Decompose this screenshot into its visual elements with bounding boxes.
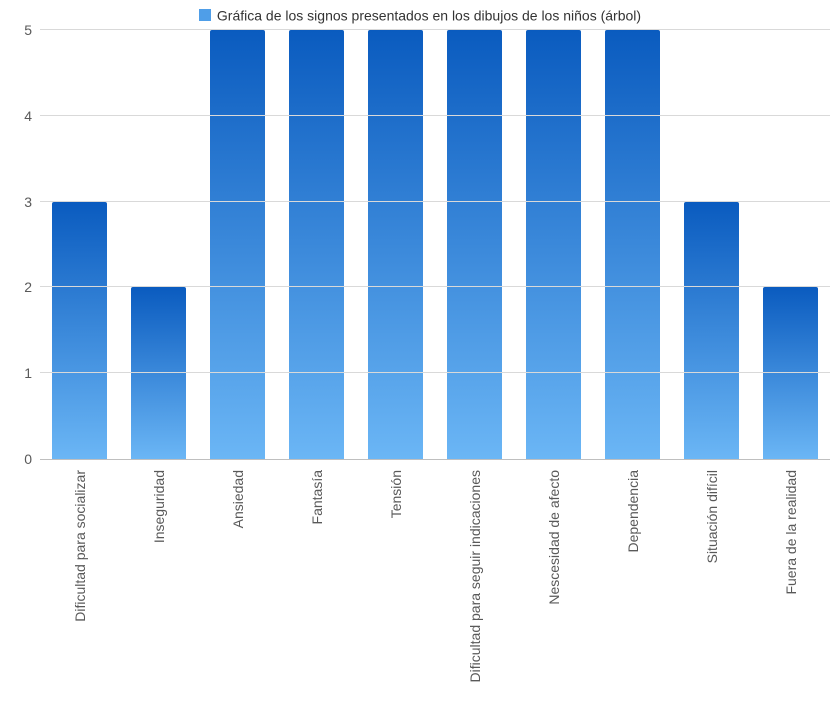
y-tick-label: 0 [24, 451, 40, 467]
bar-slot [198, 30, 277, 459]
bar [131, 287, 186, 459]
x-label-slot: Inseguridad [119, 460, 198, 710]
bar-slot [435, 30, 514, 459]
x-tick-label: Fuera de la realidad [783, 470, 799, 595]
bar-slot [119, 30, 198, 459]
bar [368, 30, 423, 459]
x-label-slot: Nescesidad de afecto [514, 460, 593, 710]
bar [684, 202, 739, 459]
x-label-slot: Dificultad para socializar [40, 460, 119, 710]
x-tick-label: Dependencia [625, 470, 641, 553]
bar-slot [593, 30, 672, 459]
x-tick-label: Nescesidad de afecto [546, 470, 562, 605]
x-tick-label: Dificultad para seguir indicaciones [467, 470, 483, 682]
bar [605, 30, 660, 459]
y-tick-label: 3 [24, 194, 40, 210]
bar [447, 30, 502, 459]
bar [289, 30, 344, 459]
bar [763, 287, 818, 459]
y-tick-label: 4 [24, 108, 40, 124]
gridline [40, 286, 830, 287]
x-tick-label: Tensión [388, 470, 404, 518]
legend-swatch [199, 9, 211, 21]
chart-container: Gráfica de los signos presentados en los… [0, 0, 840, 719]
bar-slot [277, 30, 356, 459]
y-tick-label: 5 [24, 22, 40, 38]
bar-slot [40, 30, 119, 459]
x-label-slot: Fantasía [277, 460, 356, 710]
x-label-slot: Ansiedad [198, 460, 277, 710]
legend-label: Gráfica de los signos presentados en los… [217, 7, 641, 23]
x-tick-label: Situación difícil [704, 470, 720, 563]
y-tick-label: 1 [24, 365, 40, 381]
x-tick-label: Dificultad para socializar [72, 470, 88, 622]
bar [210, 30, 265, 459]
bar-slot [751, 30, 830, 459]
bar [526, 30, 581, 459]
x-label-slot: Fuera de la realidad [751, 460, 830, 710]
y-tick-label: 2 [24, 279, 40, 295]
gridline [40, 372, 830, 373]
x-label-slot: Dificultad para seguir indicaciones [435, 460, 514, 710]
bar-slot [672, 30, 751, 459]
gridline [40, 115, 830, 116]
bar-slot [514, 30, 593, 459]
gridline [40, 29, 830, 30]
x-tick-label: Fantasía [309, 470, 325, 524]
x-tick-label: Inseguridad [151, 470, 167, 543]
bar [52, 202, 107, 459]
x-tick-label: Ansiedad [230, 470, 246, 528]
gridline [40, 201, 830, 202]
x-label-slot: Dependencia [593, 460, 672, 710]
legend: Gráfica de los signos presentados en los… [0, 6, 840, 23]
x-axis-labels: Dificultad para socializar Inseguridad Ans… [40, 460, 830, 710]
plot-area: 012345 [40, 30, 830, 460]
bar-slot [356, 30, 435, 459]
x-label-slot: Situación difícil [672, 460, 751, 710]
bars-group [40, 30, 830, 459]
x-label-slot: Tensión [356, 460, 435, 710]
